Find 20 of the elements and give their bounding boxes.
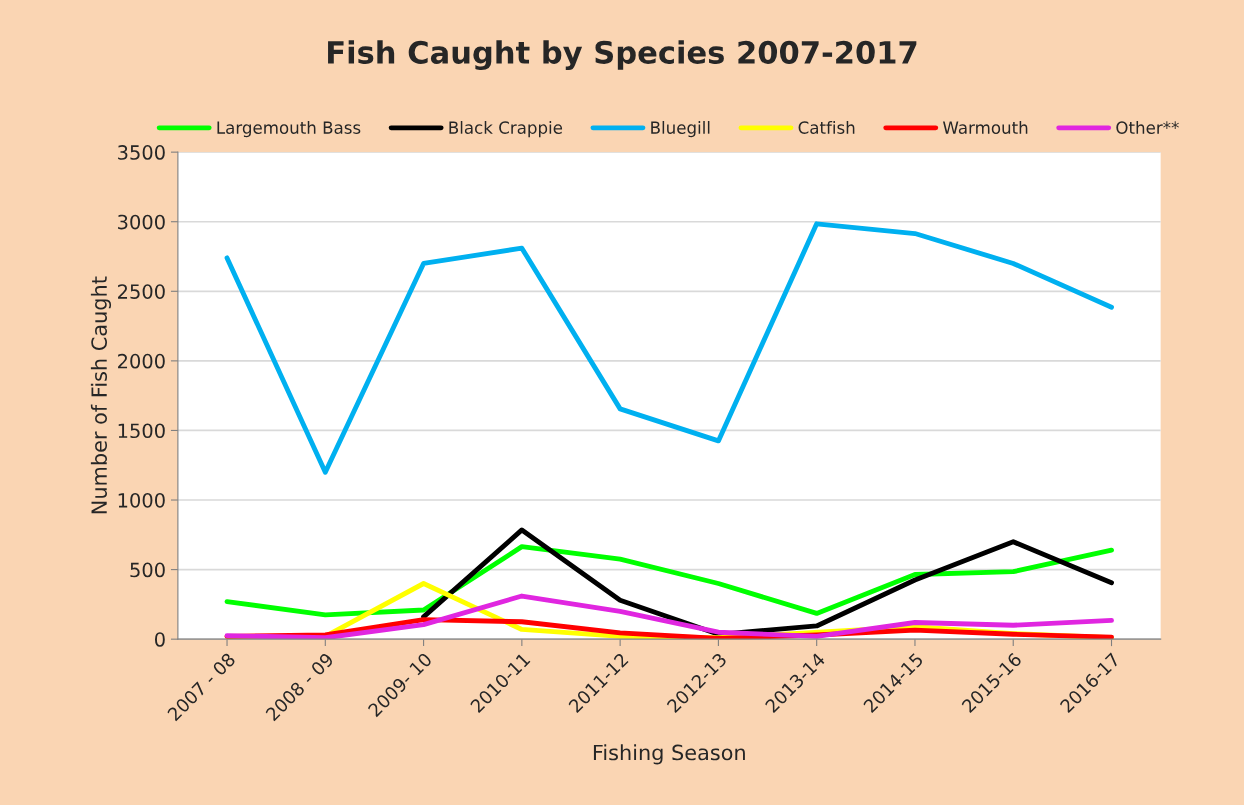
legend-label: Black Crappie (449, 121, 563, 138)
legend-label: Catfish (798, 121, 855, 134)
line-series (224, 221, 1114, 475)
y-tick-label: 2000 (118, 353, 165, 369)
legend-label: Bluegill (651, 121, 710, 138)
y-tick-label: 3000 (118, 214, 165, 230)
x-axis-title: Fishing Season (593, 744, 745, 765)
y-tick-label: 1500 (118, 423, 165, 439)
y-tick-label: 3500 (118, 145, 165, 160)
y-tick-label: 2500 (118, 284, 165, 299)
line-series (224, 544, 1114, 618)
legend-label: Largemouth Bass (217, 121, 361, 138)
y-tick-label: 0 (155, 632, 165, 647)
legend-label: Warmouth (942, 121, 1028, 134)
line-series (224, 593, 1114, 640)
y-axis-title: Number of Fish Caught (90, 276, 112, 514)
legend-label: Other** (1116, 121, 1179, 134)
y-tick-label: 500 (130, 562, 165, 578)
y-tick-label: 1000 (118, 492, 165, 508)
chart-title: Fish Caught by Species 2007-2017 (328, 40, 917, 71)
